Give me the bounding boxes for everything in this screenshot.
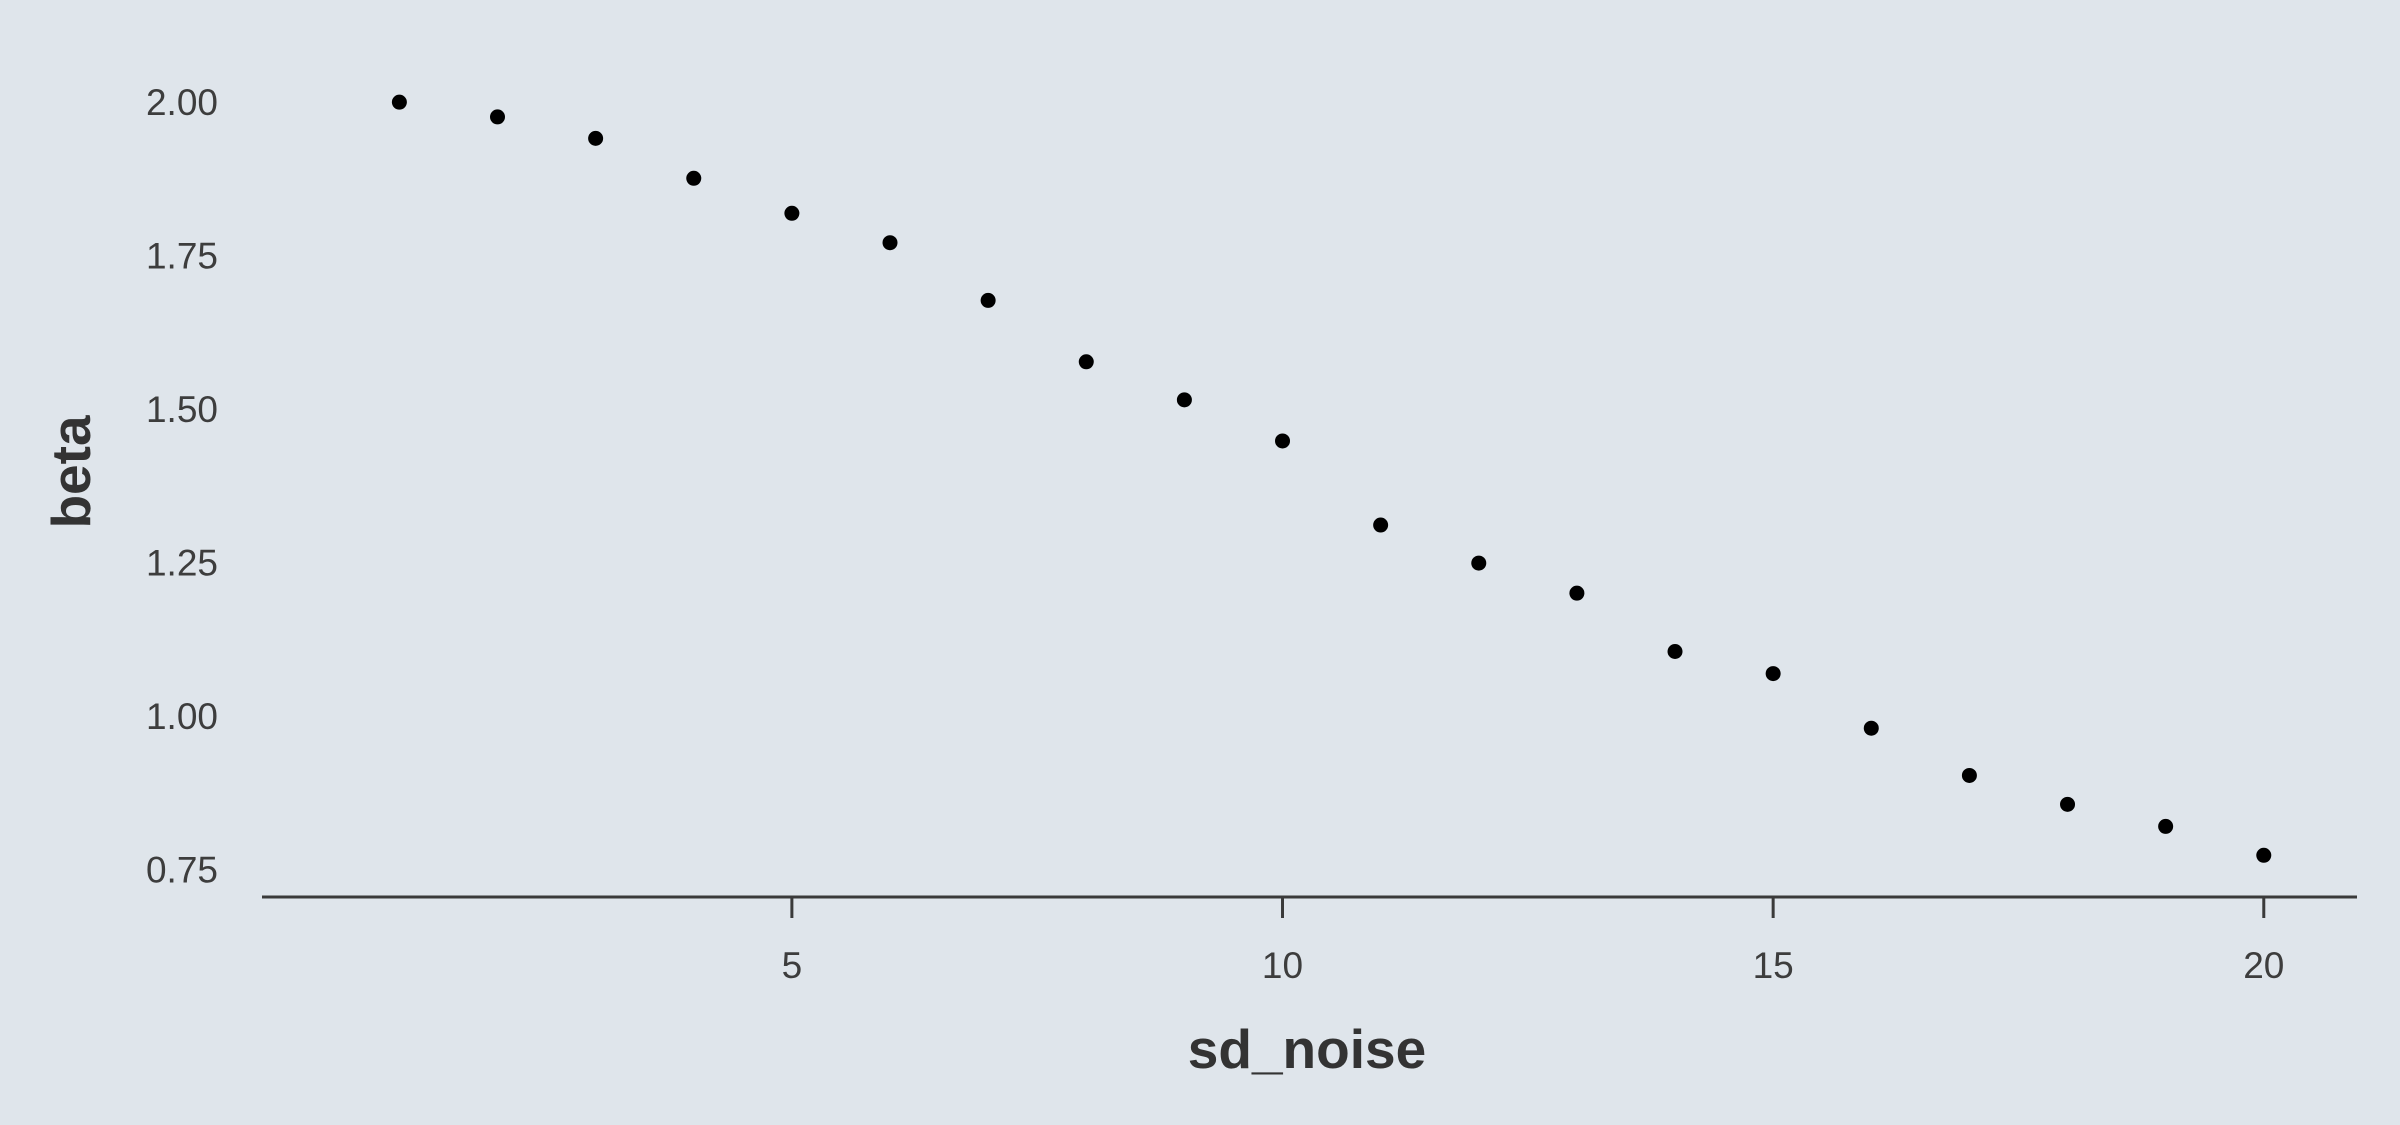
data-point [1176, 392, 1192, 408]
data-point [1373, 517, 1389, 533]
y-axis-ticks: 0.75 1.00 1.25 1.50 1.75 2.00 [146, 82, 218, 890]
data-point [2060, 796, 2076, 812]
data-point [490, 109, 506, 125]
x-axis-title: sd_noise [1188, 1018, 1426, 1080]
data-point [1569, 585, 1585, 601]
x-tick-label: 20 [2243, 945, 2284, 986]
data-point [2158, 818, 2174, 834]
y-axis-title: beta [40, 415, 102, 529]
y-tick-label: 2.00 [146, 82, 218, 123]
data-point [1961, 767, 1977, 783]
x-tick-label: 15 [1753, 945, 1794, 986]
data-point [1275, 433, 1291, 449]
data-point [784, 205, 800, 221]
y-tick-label: 1.25 [146, 542, 218, 583]
y-tick-label: 1.50 [146, 389, 218, 430]
data-point [1765, 666, 1781, 682]
data-point [1863, 720, 1879, 736]
data-points [391, 94, 2272, 863]
data-point [882, 235, 898, 251]
data-point [1471, 555, 1487, 571]
y-tick-label: 1.75 [146, 236, 218, 277]
data-point [980, 292, 996, 308]
y-tick-label: 1.00 [146, 696, 218, 737]
x-axis: 5 10 15 20 [262, 895, 2357, 986]
data-point [2256, 847, 2272, 863]
data-point [1667, 643, 1683, 659]
y-tick-label: 0.75 [146, 849, 218, 890]
x-tick-label: 10 [1262, 945, 1303, 986]
x-tick-label: 5 [782, 945, 803, 986]
data-point [588, 130, 604, 146]
data-point [1078, 354, 1094, 370]
data-point [391, 94, 407, 110]
data-point [686, 170, 702, 186]
